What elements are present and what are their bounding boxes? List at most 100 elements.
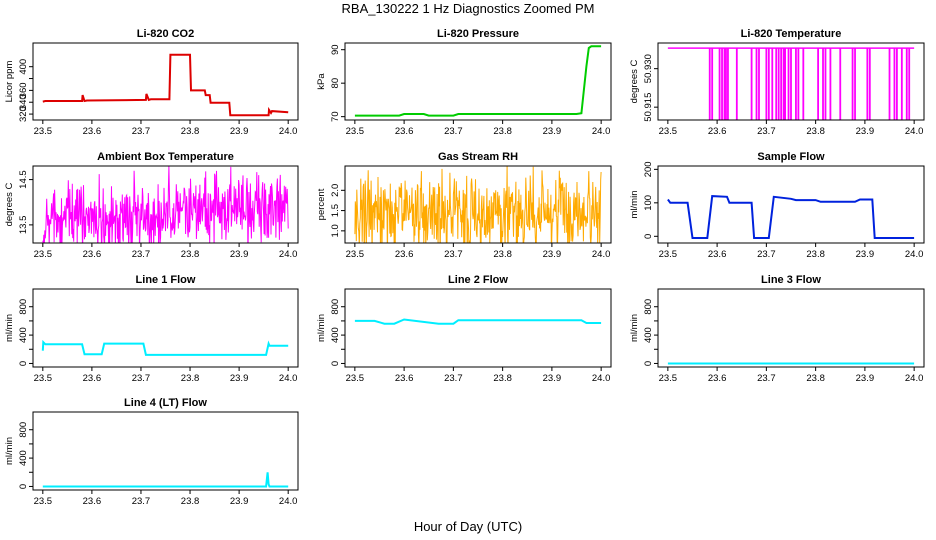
x-tick-label: 23.5 (34, 373, 53, 384)
x-tick-label: 23.5 (346, 249, 365, 260)
plot-frame (344, 165, 612, 244)
x-tick-label: 23.5 (34, 126, 53, 137)
y-tick-label: 400 (18, 450, 29, 466)
x-tick-label: 24.0 (279, 496, 298, 507)
x-tick-label: 23.7 (132, 496, 151, 507)
series-ambient-box-temperature (42, 166, 289, 243)
y-tick-label: 0 (18, 361, 29, 366)
x-tick-label: 23.9 (543, 249, 562, 260)
x-tick-label: 23.6 (83, 249, 102, 260)
series-gas-stream-rh (354, 166, 602, 243)
x-tick-label: 24.0 (279, 126, 298, 137)
figure-title: RBA_130222 1 Hz Diagnostics Zoomed PM (342, 1, 595, 16)
panel-gas-stream-rh: Gas Stream RH 23.5 23.6 23.7 23.8 23.9 24.0 1.0… (316, 151, 612, 260)
y-tick-label: 50.915 (643, 93, 654, 122)
y-tick-label: 1.5 (330, 204, 341, 217)
y-axis-label: ml/min (316, 314, 327, 342)
panel-grid: Li-820 CO2 23.5 23.6 23.7 23.8 23.9 24.0 320340… (4, 28, 925, 507)
x-tick-label: 23.7 (757, 249, 776, 260)
x-tick-label: 23.6 (708, 249, 727, 260)
x-tick-label: 23.8 (181, 373, 200, 384)
series-line (667, 195, 915, 239)
y-tick-label: 0 (643, 361, 654, 366)
panel-title: Li-820 Pressure (437, 28, 519, 40)
series-line-2-flow (354, 318, 602, 325)
x-tick-label: 23.8 (806, 249, 825, 260)
x-tick-label: 23.9 (230, 126, 249, 137)
x-tick-label: 23.6 (395, 373, 414, 384)
x-tick-label: 24.0 (905, 126, 924, 137)
x-tick-label: 23.7 (757, 126, 776, 137)
y-tick-label: 340 (18, 94, 29, 110)
y-axis-label: degrees C (4, 182, 15, 226)
y-axis-label: ml/min (4, 314, 15, 342)
plot-frame (657, 42, 925, 121)
series-line (354, 166, 602, 243)
x-tick-label: 23.6 (708, 126, 727, 137)
x-tick-label: 23.5 (346, 373, 365, 384)
y-tick-label: 100 (643, 195, 654, 211)
series-line (354, 318, 602, 325)
x-tick-label: 23.7 (132, 249, 151, 260)
x-tick-label: 24.0 (592, 373, 611, 384)
x-tick-label: 23.6 (83, 373, 102, 384)
plot-frame (32, 165, 299, 244)
y-tick-label: 0 (330, 361, 341, 366)
figure-xlabel: Hour of Day (UTC) (414, 519, 522, 534)
y-tick-label: 400 (643, 327, 654, 343)
panel-line-4-lt-flow: Line 4 (LT) Flow 23.5 23.6 23.7 23.8 23.9 24.0… (4, 397, 299, 507)
x-tick-label: 23.8 (493, 249, 512, 260)
series-li-820-temperature (667, 47, 915, 120)
x-tick-label: 23.8 (493, 373, 512, 384)
panel-title: Sample Flow (757, 151, 825, 163)
x-tick-label: 23.6 (83, 496, 102, 507)
x-tick-label: 23.9 (543, 126, 562, 137)
panel-li-820-co2: Li-820 CO2 23.5 23.6 23.7 23.8 23.9 24.0 320340… (4, 28, 299, 137)
y-tick-label: 50.930 (643, 54, 654, 83)
y-tick-label: 90 (330, 44, 341, 55)
x-tick-label: 23.8 (806, 373, 825, 384)
x-tick-label: 23.8 (806, 126, 825, 137)
x-tick-label: 23.7 (444, 249, 463, 260)
series-li-820-co2 (42, 53, 289, 117)
panel-title: Line 2 Flow (448, 274, 508, 286)
y-tick-label: 400 (18, 327, 29, 343)
x-tick-label: 23.8 (181, 126, 200, 137)
x-tick-label: 24.0 (279, 373, 298, 384)
panel-title: Line 4 (LT) Flow (124, 397, 207, 409)
panel-title: Gas Stream RH (438, 151, 518, 163)
x-tick-label: 23.9 (543, 373, 562, 384)
plot-frame (657, 288, 925, 368)
series-line (354, 45, 602, 117)
y-tick-label: 0 (643, 234, 654, 239)
x-tick-label: 23.5 (34, 496, 53, 507)
x-tick-label: 24.0 (905, 249, 924, 260)
x-tick-label: 23.7 (444, 126, 463, 137)
panel-sample-flow: Sample Flow 23.5 23.6 23.7 23.8 23.9 24.0 0 100 2… (629, 151, 925, 260)
x-tick-label: 23.5 (346, 126, 365, 137)
x-tick-label: 24.0 (279, 249, 298, 260)
plot-frame (32, 411, 299, 491)
x-tick-label: 23.9 (856, 126, 875, 137)
x-tick-label: 23.7 (132, 373, 151, 384)
x-tick-label: 23.5 (659, 249, 678, 260)
x-tick-label: 23.7 (132, 126, 151, 137)
panel-ambient-box-temperature: Ambient Box Temperature 23.5 23.6 23.7 23.8 2… (4, 151, 299, 260)
x-tick-label: 23.9 (856, 373, 875, 384)
x-tick-label: 23.5 (34, 249, 53, 260)
x-tick-label: 24.0 (592, 249, 611, 260)
x-tick-label: 23.6 (395, 249, 414, 260)
y-tick-label: 800 (330, 299, 341, 315)
series-line (42, 53, 289, 117)
panel-title: Li-820 Temperature (741, 28, 842, 40)
x-tick-label: 23.8 (493, 126, 512, 137)
series-line (42, 472, 289, 488)
y-tick-label: 400 (330, 327, 341, 343)
y-tick-label: 800 (18, 422, 29, 438)
y-axis-label: ml/min (629, 191, 640, 219)
y-tick-label: 2.0 (330, 184, 341, 197)
y-tick-label: 0 (18, 484, 29, 489)
x-tick-label: 23.6 (83, 126, 102, 137)
y-axis-label: ml/min (629, 314, 640, 342)
